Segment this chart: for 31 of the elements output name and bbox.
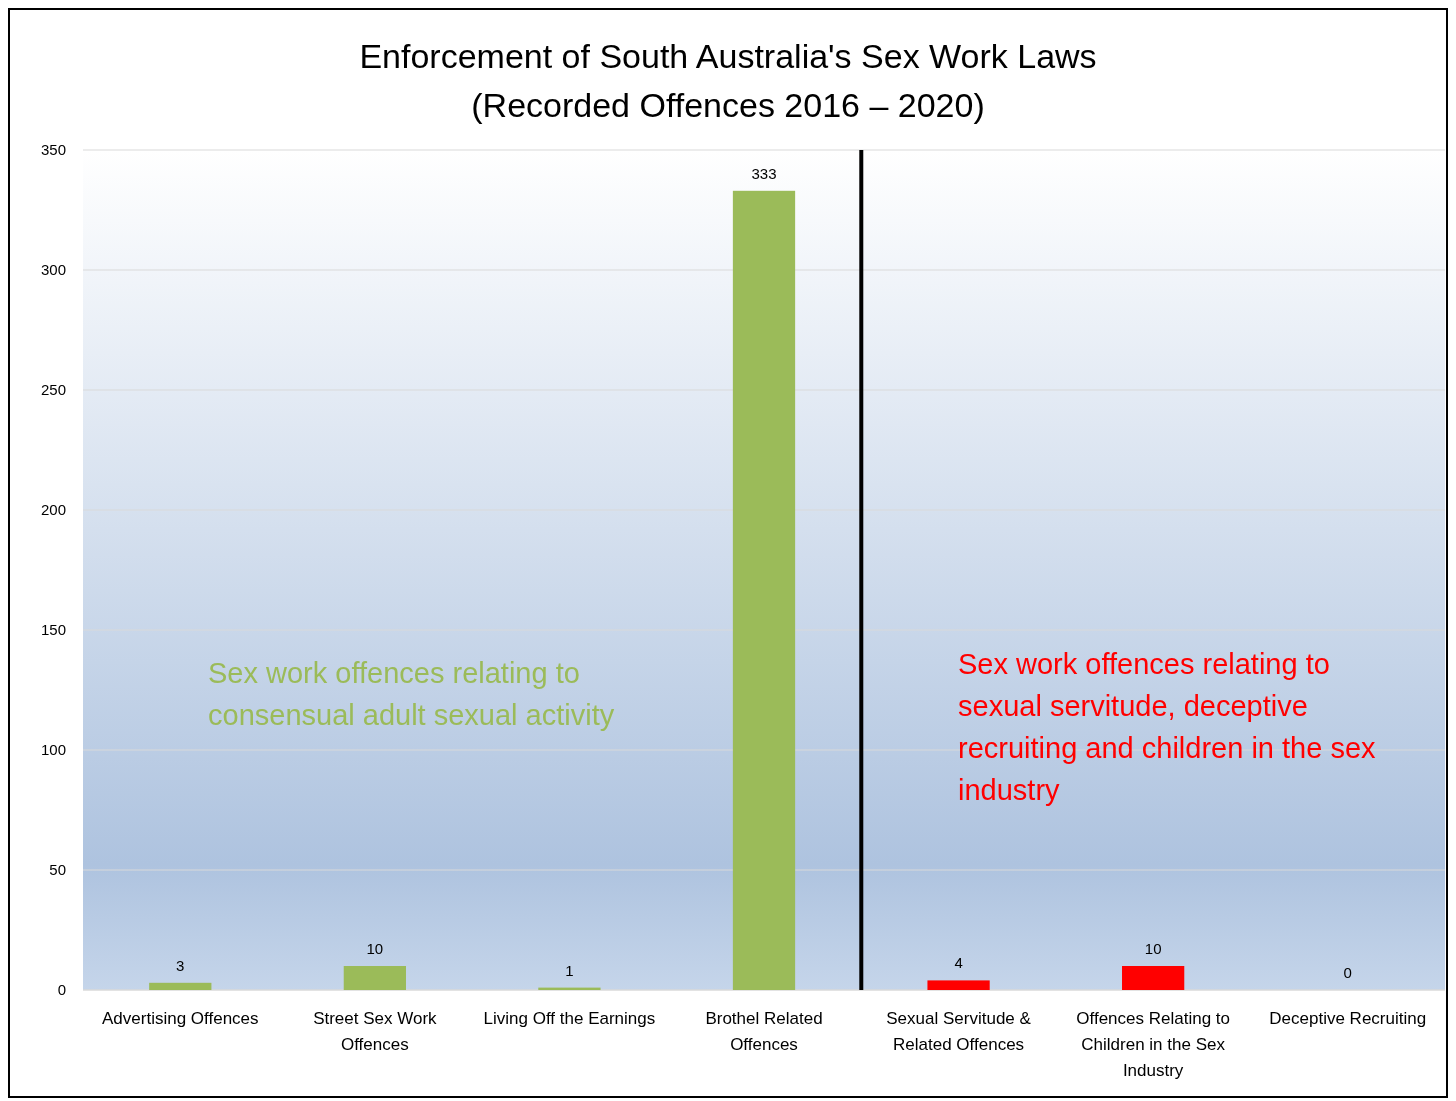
x-tick-label: Offences Relating to Children in the Sex Industry xyxy=(1076,1009,1231,1080)
bar xyxy=(1122,966,1185,990)
x-tick-label: Deceptive Recruiting xyxy=(1269,1009,1427,1028)
bar xyxy=(149,982,212,990)
annotation: Sex work offences relating to consensual adult sexual activity xyxy=(208,656,615,731)
chart-title: Enforcement of South Australia's Sex Work Laws xyxy=(359,37,1097,75)
bar xyxy=(732,190,796,990)
y-tick-label: 150 xyxy=(40,621,66,639)
data-label: 10 xyxy=(366,940,384,957)
x-tick-label: Brothel Related Offences xyxy=(705,1009,823,1054)
data-label: 3 xyxy=(176,956,185,974)
x-tick-label: Living Off the Earnings xyxy=(483,1009,656,1028)
x-tick-label: Advertising Offences xyxy=(102,1009,259,1028)
annotation: Sex work offences relating to sexual servitude, deceptive recruiting and children in the sex industry xyxy=(958,647,1377,806)
data-label: 333 xyxy=(751,164,777,182)
y-tick-label: 0 xyxy=(57,981,66,999)
data-label: 4 xyxy=(954,954,963,972)
data-label: 10 xyxy=(1144,940,1162,957)
x-tick-label: Sexual Servitude & Related Offences xyxy=(886,1009,1032,1054)
chart-subtitle: (Recorded Offences 2016 – 2020) xyxy=(471,86,985,124)
bar xyxy=(927,980,990,990)
y-tick-label: 200 xyxy=(40,501,66,519)
y-tick-label: 250 xyxy=(40,381,66,399)
y-tick-label: 300 xyxy=(40,261,66,279)
y-tick-label: 350 xyxy=(40,141,66,159)
y-tick-label: 100 xyxy=(40,741,66,759)
x-tick-label: Street Sex Work Offences xyxy=(313,1009,438,1054)
bar xyxy=(343,966,406,990)
data-label: 1 xyxy=(565,961,574,979)
y-tick-label: 50 xyxy=(49,861,66,879)
data-label: 0 xyxy=(1343,964,1352,981)
